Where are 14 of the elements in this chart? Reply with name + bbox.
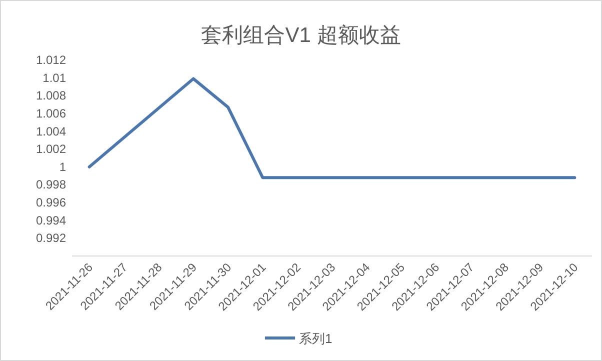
y-tick-label: 0.994 bbox=[36, 213, 66, 228]
y-tick-label: 0.996 bbox=[36, 196, 66, 210]
y-tick-label: 0.998 bbox=[36, 178, 66, 192]
chart-title: 套利组合V1 超额收益 bbox=[201, 24, 401, 47]
y-tick-label: 1.01 bbox=[42, 70, 66, 85]
line-series bbox=[88, 77, 576, 180]
y-tick-label: 1.012 bbox=[36, 53, 66, 67]
y-tick-label: 1.004 bbox=[36, 124, 66, 138]
y-tick-label: 1.008 bbox=[36, 88, 66, 103]
y-tick-label: 1 bbox=[59, 160, 66, 174]
y-tick-label: 0.992 bbox=[36, 231, 66, 246]
legend-label: 系列1 bbox=[299, 331, 332, 346]
y-tick-label: 1.006 bbox=[36, 106, 66, 120]
y-tick-label: 1.002 bbox=[36, 142, 66, 156]
